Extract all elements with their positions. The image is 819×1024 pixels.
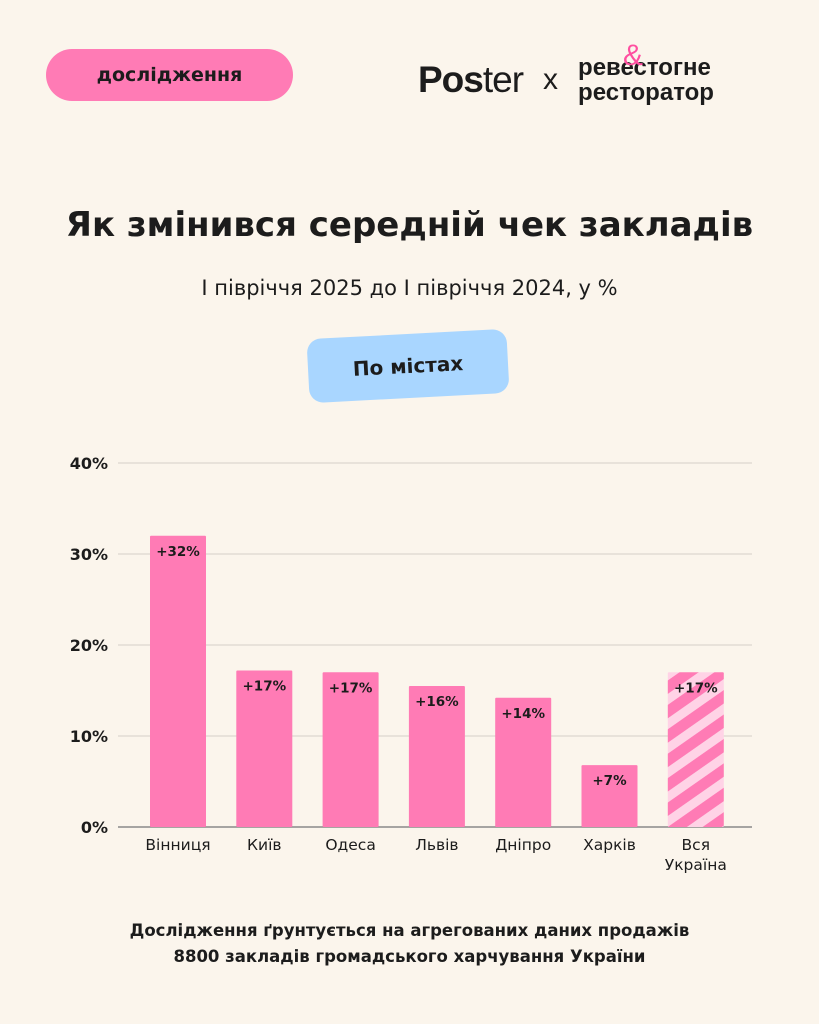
filter-pill: По містах — [306, 328, 510, 404]
bar — [236, 670, 293, 827]
data-label: +17% — [329, 680, 373, 696]
bar — [408, 685, 465, 827]
y-tick-label: 40% — [70, 454, 108, 473]
y-tick-label: 0% — [81, 818, 108, 837]
category-label: Львів — [415, 836, 458, 854]
data-label: +16% — [415, 694, 459, 710]
category-label: Київ — [247, 836, 282, 854]
bar — [581, 765, 638, 827]
y-tick-label: 10% — [70, 727, 108, 746]
bar — [150, 535, 206, 827]
header-logos: Poster x & ревестогне ресторатор — [418, 39, 714, 108]
category-label: Вся — [682, 836, 710, 854]
y-tick-label: 30% — [70, 545, 108, 564]
category-label: Харків — [583, 836, 636, 854]
bar — [667, 672, 724, 827]
data-label: +7% — [592, 773, 627, 789]
data-label: +17% — [674, 680, 718, 696]
data-label: +14% — [501, 706, 545, 722]
category-label: Одеса — [325, 836, 375, 854]
data-label: +17% — [242, 678, 286, 694]
chart-title: Як змінився середній чек закладів — [65, 205, 754, 245]
data-label: +32% — [156, 544, 200, 560]
poster-logo: Poster — [418, 59, 524, 100]
bar-chart: 0% 10% 20% 30% 40% +32% Вінниця +17% Київ +17% Оде… — [70, 454, 752, 874]
chart-subtitle: І півріччя 2025 до І півріччя 2024, у % — [201, 276, 618, 300]
research-tag: дослідження — [46, 49, 293, 101]
bar — [322, 672, 379, 827]
ampersand-icon: & — [623, 39, 644, 72]
logo-separator: x — [543, 63, 559, 96]
category-label: Україна — [665, 856, 727, 874]
category-label: Вінниця — [145, 836, 210, 854]
category-label: Дніпро — [495, 836, 551, 854]
partner-logo: & ревестогне ресторатор — [578, 39, 714, 106]
bar — [495, 697, 552, 827]
y-tick-label: 20% — [70, 636, 108, 655]
footnote: Дослідження ґрунтується на агрегованих д… — [129, 921, 690, 966]
